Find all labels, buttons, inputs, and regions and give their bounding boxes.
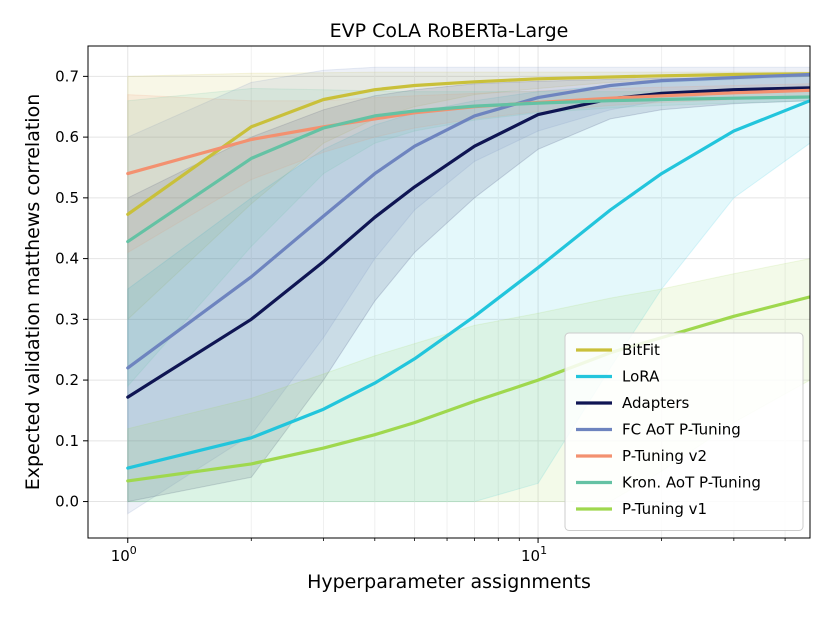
legend-label-kron-aot-p-tuning: Kron. AoT P-Tuning	[622, 474, 761, 492]
y-tick-label: 0.6	[55, 128, 79, 146]
band-p-tuning-v2	[127, 83, 810, 254]
x-tick-exponent: 0	[130, 544, 137, 557]
y-axis-label: Expected validation matthews correlation	[22, 94, 44, 490]
y-tick-label: 0.4	[55, 250, 79, 268]
y-tick-label: 0.0	[55, 493, 79, 511]
x-tick-base: 10	[111, 547, 130, 565]
legend-label-adapters: Adapters	[622, 394, 690, 412]
legend-label-p-tuning-v2: P-Tuning v2	[622, 447, 707, 465]
line-p-tuning-v1	[126, 295, 810, 483]
x-tick-exponent: 1	[540, 544, 547, 557]
x-axis-label: Hyperparameter assignments	[307, 571, 591, 593]
line-fc-aot-p-tuning	[126, 72, 810, 370]
y-tick-label: 0.7	[55, 67, 79, 85]
band-fc-aot-p-tuning	[127, 66, 810, 515]
line-lora	[126, 99, 810, 470]
legend-label-fc-aot-p-tuning: FC AoT P-Tuning	[622, 421, 741, 439]
y-tick-label: 0.2	[55, 371, 79, 389]
line-bitfit	[126, 72, 810, 216]
y-tick-label: 0.3	[55, 310, 79, 328]
band-kron-aot-p-tuning	[127, 87, 810, 388]
legend-label-lora: LoRA	[622, 368, 660, 386]
legend-label-p-tuning-v1: P-Tuning v1	[622, 500, 707, 518]
band-lora	[127, 75, 810, 503]
x-tick-label: 100	[111, 544, 137, 565]
band-bitfit	[127, 71, 810, 321]
line-adapters	[126, 86, 810, 399]
chart-title: EVP CoLA RoBERTa-Large	[330, 20, 569, 42]
y-tick-label: 0.1	[55, 432, 79, 450]
series-lines	[126, 72, 810, 483]
x-tick-label: 101	[521, 544, 547, 565]
plot-frame	[87, 45, 811, 539]
y-tick-label: 0.5	[55, 189, 79, 207]
legend-label-bitfit: BitFit	[622, 341, 660, 359]
line-kron-aot-p-tuning	[126, 95, 810, 244]
legend-box	[564, 332, 804, 531]
band-adapters	[127, 75, 810, 503]
x-tick-base: 10	[521, 547, 540, 565]
legend: BitFit LoRA Adapters FC AoT P-Tuning P-Tunin…	[564, 332, 804, 531]
